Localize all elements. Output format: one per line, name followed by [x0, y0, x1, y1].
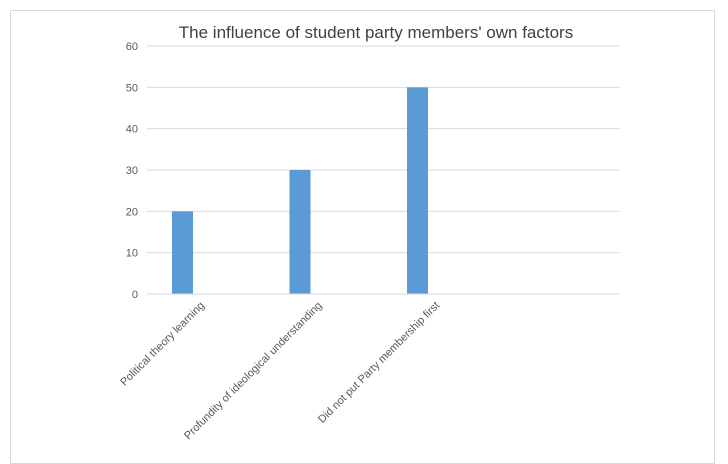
x-category-label: Political theory learning: [118, 300, 207, 389]
y-tick-label: 40: [126, 124, 138, 136]
y-tick-label: 60: [126, 41, 138, 53]
bars: [172, 87, 428, 294]
chart-frame: [10, 10, 715, 464]
y-tick-label: 10: [126, 248, 138, 260]
gridlines: [147, 45, 620, 254]
bar: [172, 211, 193, 294]
x-category-label: Did not put Party membership first: [316, 300, 442, 426]
x-category-label: Profundity of ideological understanding: [182, 300, 325, 443]
y-tick-label: 20: [126, 206, 138, 218]
y-axis-ticks: 0 10 20 30 40 50 60: [126, 41, 138, 301]
chart-title: The influence of student party members' …: [179, 23, 573, 42]
bar: [289, 170, 311, 294]
y-tick-label: 30: [126, 165, 138, 177]
bar: [407, 87, 428, 294]
y-tick-label: 0: [132, 289, 138, 301]
y-tick-label: 50: [126, 82, 138, 94]
